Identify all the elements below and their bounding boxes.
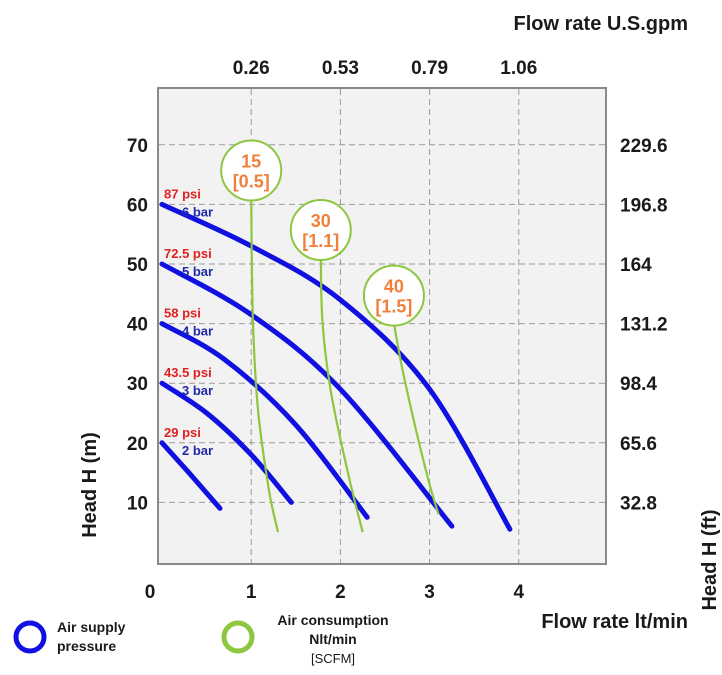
x-bottom-tick-label: 3: [424, 582, 435, 603]
pressure-bar-label: 4 bar: [182, 324, 213, 339]
y-right-tick-label: 32.8: [620, 493, 657, 514]
pressure-labels: 29 psi 2 bar 43.5 psi 3 bar 58 psi 4 bar 72.5 …: [164, 186, 213, 457]
y-left-tick-label: 30: [127, 374, 148, 395]
consumption-value-label: 30: [311, 211, 331, 231]
x-top-tick-label: 0.53: [322, 58, 359, 79]
y-left-tick-label: 60: [127, 195, 148, 216]
axis-ticks: 0 1 2 3 4 0.26 0.53 0.79 1.06 10 20 30 40 50 60 70 32.8 6…: [127, 58, 668, 603]
y-right-tick-label: 98.4: [620, 374, 657, 395]
legend-consumption-line1: Air consumption: [277, 612, 388, 628]
pressure-psi-label: 43.5 psi: [164, 365, 212, 380]
consumption-scfm-label: [0.5]: [233, 171, 270, 191]
y-left-tick-label: 10: [127, 493, 148, 514]
consumption-curve: [392, 323, 440, 515]
x-top-tick-label: 0.26: [233, 58, 270, 79]
pressure-psi-label: 72.5 psi: [164, 246, 212, 261]
y-right-tick-label: 196.8: [620, 195, 668, 216]
x-bottom-tick-label: 1: [246, 582, 257, 603]
consumption-marker-circle: [289, 199, 352, 262]
legend-consumption-icon: [221, 620, 255, 654]
legend-consumption-line2: Nlt/min: [309, 631, 356, 647]
y-left-tick-label: 40: [127, 315, 148, 336]
consumption-marker-circle: [362, 264, 425, 327]
pressure-lines: [159, 201, 513, 532]
y-right-tick-label: 229.6: [620, 136, 668, 157]
pressure-bar-label: 6 bar: [182, 204, 213, 219]
y-right-tick-label: 131.2: [620, 315, 668, 336]
consumption-marker-circle: [220, 139, 283, 202]
consumption-curve: [319, 257, 364, 533]
pressure-bar-label: 5 bar: [182, 264, 213, 279]
legend-consumption-line3: [SCFM]: [311, 651, 355, 666]
consumption-value-label: 15: [241, 151, 261, 171]
x-top-tick-label: 1.06: [500, 58, 537, 79]
consumption-curve: [250, 198, 280, 533]
pressure-curve: [159, 440, 223, 511]
pressure-curve: [159, 380, 294, 505]
consumption-scfm-label: [1.1]: [302, 231, 339, 251]
y-right-tick-label: 65.6: [620, 434, 657, 455]
pressure-curve: [159, 201, 513, 532]
x-bottom-tick-label: 2: [335, 582, 346, 603]
legend-pressure-icon: [13, 620, 47, 654]
legend-pressure-line2: pressure: [57, 638, 116, 654]
top-axis-title: Flow rate U.S.gpm: [514, 13, 688, 35]
legend-pressure-line1: Air supply: [57, 619, 126, 635]
consumption-scfm-label: [1.5]: [375, 297, 412, 317]
pressure-curve: [159, 321, 370, 520]
x-bottom-tick-label: 4: [514, 582, 525, 603]
consumption-value-label: 40: [384, 277, 404, 297]
pressure-curve: [159, 261, 455, 529]
bottom-axis-title: Flow rate lt/min: [541, 611, 688, 633]
pressure-psi-label: 87 psi: [164, 186, 201, 201]
y-left-tick-label: 20: [127, 434, 148, 455]
y-left-tick-label: 70: [127, 136, 148, 157]
pressure-bar-label: 2 bar: [182, 443, 213, 458]
y-left-tick-label: 50: [127, 255, 148, 276]
pressure-psi-label: 58 psi: [164, 306, 201, 321]
pressure-bar-label: 3 bar: [182, 383, 213, 398]
pressure-psi-label: 29 psi: [164, 425, 201, 440]
legend: Air supply pressure Air consumption Nlt/…: [13, 612, 389, 666]
x-bottom-tick-label: 0: [145, 582, 156, 603]
consumption-lines: [250, 198, 440, 533]
consumption-markers: 15[0.5] 30[1.1] 40[1.5]: [220, 139, 425, 327]
left-axis-title: Head H (m): [79, 432, 101, 538]
x-top-tick-label: 0.79: [411, 58, 448, 79]
right-axis-title: Head H (ft): [699, 509, 721, 610]
y-right-tick-label: 164: [620, 255, 652, 276]
